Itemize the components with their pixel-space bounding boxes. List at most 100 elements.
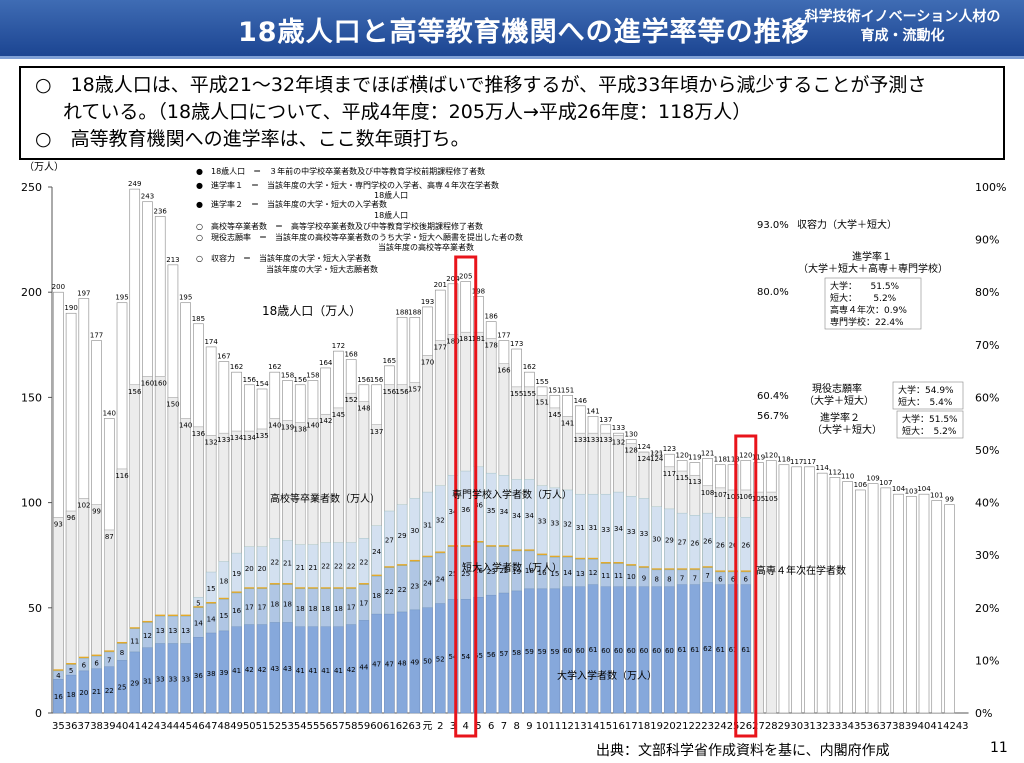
bar-university-entrants [307,626,319,714]
value-label-18-population: 188 [395,308,408,316]
bar-kosen-4th-year [53,669,64,671]
bar-kosen-4th-year [689,568,700,570]
value-label-junior-college: 8 [654,575,658,583]
y-tick-label: 50 [28,602,42,615]
value-label-hs-graduates: 96 [67,514,76,522]
enrollment-chart: （万人）0501001502002500%10%20%30%40%50%60%7… [21,161,1006,738]
bar-university-entrants [91,668,102,714]
x-tick-label: 18 [638,721,651,732]
applicant-name-line-2: （大学＋短大） [804,394,874,407]
x-tick-label: 22 [688,721,701,732]
label-special-school-entrants: 専門学校入学者数（万人） [452,488,572,501]
summary-box: ○ 18歳人口は、平成21～32年頃までほぼ横ばいで推移するが、平成33年頃から… [19,66,1005,160]
value-label-university: 58 [512,649,521,657]
rate2-breakdown-box [896,410,964,439]
value-label-university: 43 [270,665,279,673]
x-tick-label: 54 [294,721,307,732]
bar-kosen-4th-year [460,545,471,547]
value-label-junior-college: 18 [321,605,330,613]
bar-18-population [918,493,930,714]
value-label-junior-college: 22 [398,586,407,594]
value-label-university: 41 [309,667,318,675]
value-label-hs-graduates: 133 [586,436,599,444]
label-junior-college-entrants: 短大入学者数（万人） [462,561,562,574]
value-label-university: 60 [627,647,636,655]
bar-kosen-4th-year [333,587,344,589]
bar-kosen-4th-year [511,549,522,551]
bar-kosen-4th-year [537,553,548,556]
value-label-hs-graduates: 181 [459,335,472,343]
value-label-junior-college: 12 [589,569,598,577]
capacity-name: 収容力（大学＋短大） [797,218,897,231]
definition-line: ○ 現役志願率 ＝ 当該年度の高校等卒業者数のうち大学・短大へ願書を提出した者の… [196,232,523,242]
value-label-special-school: 22 [270,559,279,567]
bar-hs-graduates [753,491,764,714]
value-label-18-population: 141 [586,407,599,415]
value-label-junior-college: 26 [474,567,483,575]
value-label-junior-college: 17 [359,600,368,608]
bar-university-entrants [104,666,115,714]
x-tick-label: 53 [281,721,294,732]
value-label-university: 20 [79,689,88,697]
value-label-special-school: 20 [245,565,254,573]
value-label-18-population: 140 [103,409,116,417]
x-tick-label: 23 [701,721,714,732]
value-label-university: 59 [550,648,559,656]
value-label-hs-graduates: 134 [230,434,244,442]
value-label-18-population: 99 [945,496,954,504]
bar-kosen-4th-year [613,562,624,564]
value-label-special-school: 22 [347,563,356,571]
value-label-18-population: 156 [370,376,384,384]
value-label-18-population: 110 [841,473,854,481]
value-label-junior-college: 18 [296,605,305,613]
value-label-18-population: 103 [905,487,918,495]
bar-university-entrants [371,613,382,714]
rate1-name-line-2: （大学＋短大＋高専＋専門学校） [798,262,948,275]
value-label-university: 60 [614,647,623,655]
value-label-hs-graduates: 124 [637,455,651,463]
bar-kosen-4th-year [129,627,140,629]
value-label-hs-graduates: 106 [739,493,753,501]
bar-kosen-4th-year [155,614,166,617]
bar-kosen-4th-year [307,587,318,589]
bar-kosen-4th-year [78,656,89,659]
value-label-junior-college: 13 [168,627,177,635]
bar-university-entrants [562,586,573,714]
x-tick-label: 45 [179,721,192,732]
value-label-18-population: 101 [930,491,943,499]
value-label-hs-graduates: 156 [383,388,397,396]
x-tick-label: 17 [625,721,638,732]
x-tick-label: 11 [548,721,561,732]
bar-university-entrants [575,586,586,714]
value-label-special-school: 31 [589,524,598,532]
x-tick-label: 48 [217,721,230,732]
value-label-18-population: 195 [179,294,192,302]
bar-university-entrants [613,586,624,714]
x-tick-label: 24 [714,721,727,732]
bar-kosen-4th-year [524,549,535,551]
x-tick-label: 4 [463,721,469,732]
value-label-university: 31 [143,677,152,685]
x-tick-label: 44 [167,721,180,732]
x-tick-label: 6 [488,721,494,732]
bar-18-population [893,493,904,714]
value-label-18-population: 185 [192,315,205,323]
value-label-18-population: 165 [383,357,396,365]
value-label-18-population: 162 [230,363,243,371]
x-tick-label: 58 [345,721,358,732]
x-tick-label: 41 [128,721,141,732]
label-university-entrants: 大学入学者数（万人） [557,669,657,682]
x-tick-label: 35 [854,721,867,732]
bar-kosen-4th-year [715,570,726,573]
value-label-18-population: 133 [612,424,625,432]
bar-kosen-4th-year [651,568,662,570]
value-label-hs-graduates: 135 [255,432,268,440]
value-label-junior-college: 8 [667,575,671,583]
value-label-special-school: 33 [550,520,559,528]
bar-kosen-4th-year [117,641,128,644]
x-tick-label: 49 [230,721,243,732]
value-label-18-population: 186 [484,313,498,321]
value-label-junior-college: 17 [245,604,254,612]
x-tick-label: 31 [803,721,816,732]
value-label-university: 29 [130,679,139,687]
